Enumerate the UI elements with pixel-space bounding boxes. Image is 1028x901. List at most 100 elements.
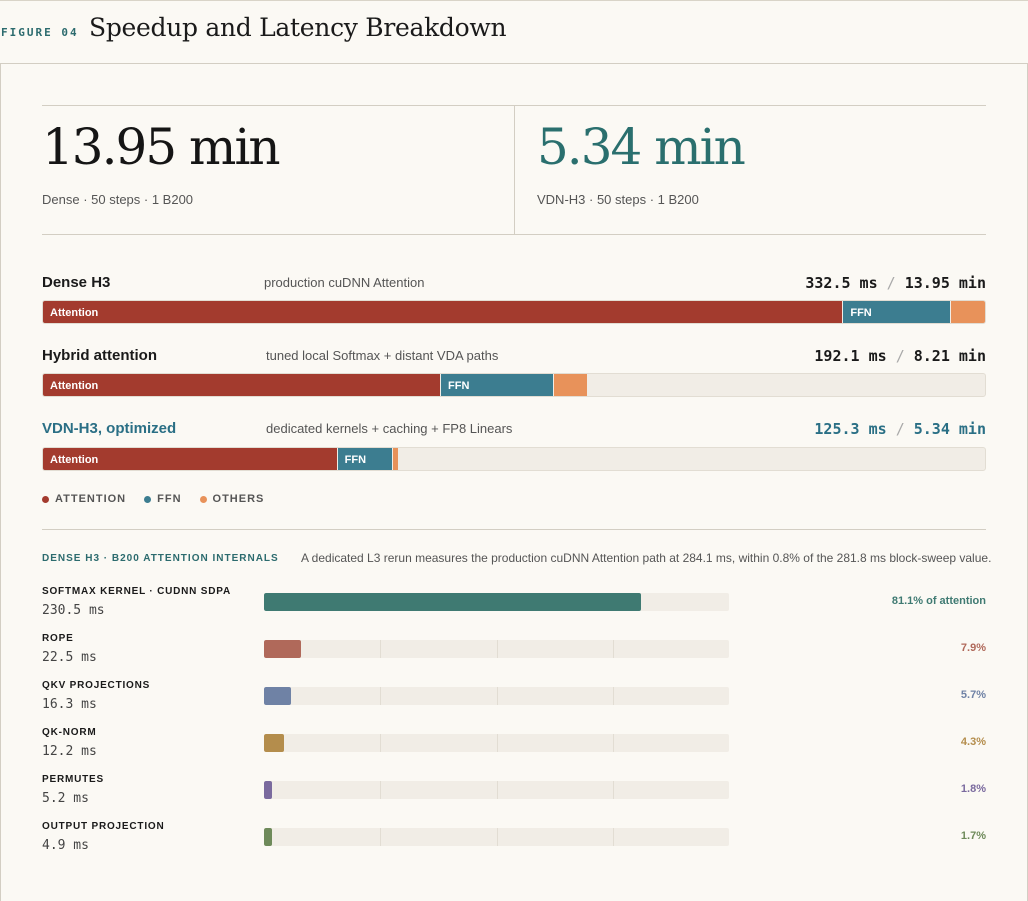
legend-dot (42, 495, 49, 503)
bar-segment-label: FFN (850, 307, 872, 319)
slash: / (886, 274, 896, 292)
total-time: 8.21 min (913, 347, 986, 365)
internal-item-label: ROPE (42, 633, 74, 644)
internal-item-percent: 81.1% of attention (891, 595, 986, 607)
bar-segment-ffn: FFN (441, 374, 554, 396)
gridline (496, 781, 498, 799)
internal-item-bar (264, 640, 301, 658)
top-divider (42, 105, 986, 106)
internal-item-label: QK-NORM (42, 727, 97, 738)
internal-item-value: 5.2 ms (42, 791, 89, 806)
bar-segment-label: Attention (50, 380, 99, 392)
gridline (380, 734, 382, 752)
row-time-vdn: 125.3 ms / 5.34 min (814, 420, 986, 438)
gridline (496, 734, 498, 752)
bar-segment-label: FFN (344, 454, 367, 466)
dense-total-time: 13.95 min (42, 118, 281, 176)
row-time-hybrid: 192.1 ms / 8.21 min (814, 347, 986, 365)
bar-segment-others (393, 448, 398, 470)
legend-dot (199, 495, 207, 503)
legend: ATTENTION FFN OTHERS (42, 493, 264, 505)
internal-item-label: PERMUTES (42, 774, 104, 785)
row-desc-hybrid: tuned local Softmax + distant VDA paths (266, 348, 499, 363)
internal-item-value: 230.5 ms (42, 603, 105, 618)
bar-segment-label: FFN (448, 380, 470, 392)
legend-label: OTHERS (212, 493, 265, 505)
row-name-dense: Dense H3 (42, 274, 111, 291)
figure-tag: FIGURE 04 (1, 26, 79, 39)
internal-item-track (264, 828, 729, 846)
gridline (612, 687, 614, 705)
internal-item-track (264, 687, 729, 705)
legend-label: FFN (157, 493, 182, 505)
internal-item-bar (264, 734, 284, 752)
bar-segment-label: Attention (50, 307, 99, 319)
gridline (612, 640, 614, 658)
bar-hybrid: Attention FFN (42, 373, 986, 397)
slash: / (895, 420, 905, 438)
internal-item-percent: 1.7% (960, 830, 986, 842)
total-time: 13.95 min (904, 274, 986, 292)
internal-item-track (264, 640, 729, 658)
bar-segment-attention: Attention (43, 448, 337, 470)
internal-item-percent: 7.9% (960, 642, 986, 654)
bar-segment-attention: Attention (43, 374, 441, 396)
internal-item-value: 4.9 ms (42, 838, 89, 853)
gridline (380, 687, 382, 705)
step-time: 332.5 ms (805, 274, 878, 292)
internal-item-value: 22.5 ms (42, 650, 97, 665)
row-name-vdn: VDN-H3, optimized (42, 420, 177, 437)
internal-item-bar (264, 687, 291, 705)
internal-item-track (264, 593, 729, 611)
internal-item-bar (264, 593, 642, 611)
step-time: 125.3 ms (814, 420, 887, 438)
internal-item-value: 12.2 ms (42, 744, 97, 759)
slash: / (895, 347, 905, 365)
legend-others: OTHERS (199, 493, 265, 505)
headline-bottom-divider (42, 234, 986, 235)
vdn-caption: VDN-H3 · 50 steps · 1 B200 (537, 192, 699, 207)
figure-title: Speedup and Latency Breakdown (89, 13, 507, 42)
gridline (380, 640, 382, 658)
internals-note: A dedicated L3 rerun measures the produc… (301, 551, 992, 565)
bar-segment-ffn: FFN (843, 301, 950, 323)
internal-item-percent: 5.7% (960, 689, 986, 701)
legend-label: ATTENTION (55, 493, 127, 505)
internal-item-value: 16.3 ms (42, 697, 97, 712)
bar-vdn: Attention FFN (42, 447, 986, 471)
row-desc-vdn: dedicated kernels + caching + FP8 Linear… (266, 421, 513, 436)
internal-item-bar (264, 781, 273, 799)
internal-item-track (264, 734, 729, 752)
headline-divider (514, 106, 515, 234)
legend-ffn: FFN (144, 493, 181, 505)
bar-segment-label: Attention (50, 454, 99, 466)
internal-item-label: OUTPUT PROJECTION (42, 821, 165, 832)
gridline (496, 640, 498, 658)
gridline (380, 828, 382, 846)
gridline (612, 828, 614, 846)
gridline (380, 781, 382, 799)
gridline (496, 828, 498, 846)
gridline (612, 734, 614, 752)
internal-item-track (264, 781, 729, 799)
gridline (496, 687, 498, 705)
figure-header: FIGURE 04 Speedup and Latency Breakdown (0, 0, 1028, 64)
step-time: 192.1 ms (814, 347, 887, 365)
bar-segment-attention: Attention (43, 301, 843, 323)
bar-segment-others (951, 301, 985, 323)
internal-item-label: SOFTMAX KERNEL · CUDNN SDPA (42, 586, 232, 597)
bar-segment-ffn: FFN (337, 448, 393, 470)
legend-attention: ATTENTION (42, 493, 126, 505)
internals-title: DENSE H3 · B200 ATTENTION INTERNALS (42, 553, 279, 564)
bar-segment-others (554, 374, 588, 396)
internal-item-percent: 4.3% (960, 736, 986, 748)
internals-divider (42, 529, 986, 530)
total-time: 5.34 min (913, 420, 986, 438)
gridline (612, 781, 614, 799)
internal-item-percent: 1.8% (960, 783, 986, 795)
dense-caption: Dense · 50 steps · 1 B200 (42, 192, 194, 207)
row-desc-dense: production cuDNN Attention (264, 275, 425, 290)
bar-dense: Attention FFN (42, 300, 986, 324)
internal-item-label: QKV PROJECTIONS (42, 680, 151, 691)
vdn-total-time: 5.34 min (537, 118, 746, 176)
